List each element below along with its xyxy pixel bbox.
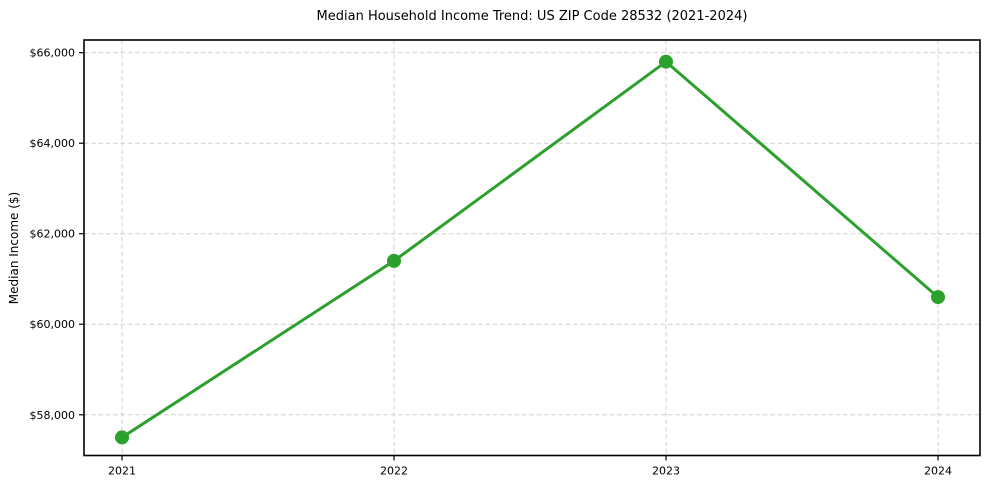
- y-tick-label: $62,000: [30, 228, 76, 241]
- y-tick-label: $58,000: [30, 409, 76, 422]
- y-tick-label: $60,000: [30, 318, 76, 331]
- y-tick-label: $64,000: [30, 137, 76, 150]
- x-tick-label: 2022: [380, 465, 408, 478]
- x-tick-label: 2024: [924, 465, 952, 478]
- x-tick-label: 2023: [652, 465, 680, 478]
- y-tick-label: $66,000: [30, 47, 76, 60]
- x-tick-label: 2021: [108, 465, 136, 478]
- chart-title: Median Household Income Trend: US ZIP Co…: [316, 9, 748, 24]
- axes-frame: [83, 39, 981, 457]
- data-line: [120, 60, 940, 439]
- data-point-marker: [659, 54, 673, 69]
- data-point-marker: [387, 253, 401, 268]
- data-point-marker: [115, 430, 129, 445]
- data-point-marker: [931, 290, 945, 305]
